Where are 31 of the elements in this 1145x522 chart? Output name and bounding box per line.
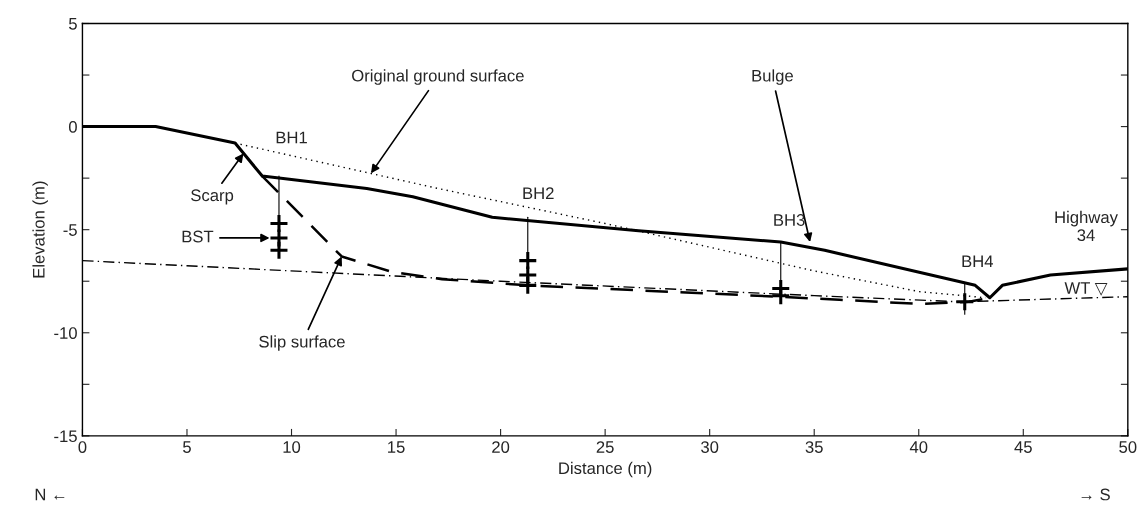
x-tick-label: 40 [909, 441, 928, 453]
y-tick-label: -15 [54, 430, 77, 443]
x-tick-label: 15 [388, 441, 405, 453]
annotation: Slip surface [259, 335, 345, 351]
annotation: BH3 [774, 214, 805, 226]
annotation: Original ground surface [352, 69, 524, 85]
y-tick-label: 0 [68, 120, 77, 133]
y-tick-label: 5 [68, 18, 77, 30]
x-tick-label: 0 [78, 441, 87, 453]
x-tick-label: 10 [283, 441, 301, 453]
text: → S [1081, 488, 1110, 501]
x-tick-label: 25 [596, 441, 614, 453]
annotation: WT ▽ [1064, 282, 1108, 296]
x-tick-label: 5 [183, 441, 191, 453]
x-tick-label: 30 [701, 441, 719, 453]
annotation: BST [182, 230, 214, 243]
x-tick-label: 45 [1014, 441, 1032, 453]
annotation: Bulge [752, 69, 793, 85]
annotation: Scarp [191, 189, 234, 205]
x-tick-label: 50 [1119, 441, 1137, 453]
annotation: BH4 [962, 255, 994, 267]
y-axis-title: Elevation (m) [32, 181, 48, 278]
y-tick-label: -5 [63, 224, 77, 236]
annotation: BH1 [276, 131, 307, 144]
x-tick-label: 35 [805, 441, 823, 453]
x-tick-label: 20 [492, 441, 510, 453]
annotation: Highway 34 [1055, 210, 1118, 242]
y-tick-label: -10 [54, 327, 77, 339]
annotation: BH2 [523, 187, 554, 199]
text: N ← [35, 488, 65, 501]
x-axis-title: Distance (m) [559, 461, 652, 478]
